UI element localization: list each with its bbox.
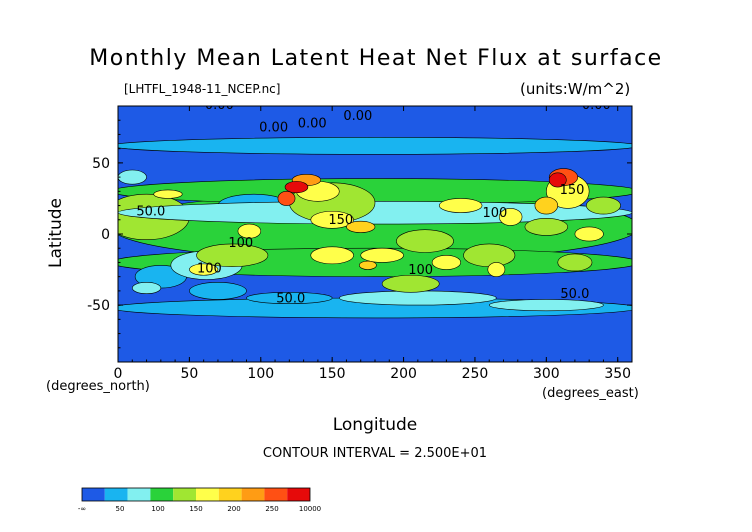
legend-swatch bbox=[104, 488, 128, 501]
legend-swatch bbox=[196, 488, 219, 501]
x-tick-label: 200 bbox=[390, 366, 417, 382]
legend-frame bbox=[81, 487, 311, 502]
legend-label: 50 bbox=[116, 505, 125, 513]
contour-band bbox=[463, 243, 516, 268]
y-tick-label: 50 bbox=[92, 156, 110, 172]
contour-band bbox=[118, 169, 147, 185]
contour-label: 0.00 bbox=[205, 98, 234, 113]
legend-label: -∞ bbox=[78, 505, 86, 513]
legend-label: 100 bbox=[151, 505, 164, 513]
contour-band bbox=[381, 274, 440, 293]
legend-swatch bbox=[241, 488, 265, 501]
contour-interval-label: CONTOUR INTERVAL = 2.500E+01 bbox=[262, 446, 488, 461]
contour-band bbox=[189, 282, 247, 300]
contour-band bbox=[118, 136, 632, 155]
x-tick-label: 250 bbox=[462, 366, 489, 382]
x-units-label: (degrees_east) bbox=[542, 386, 639, 401]
contour-label: 0.00 bbox=[582, 98, 611, 113]
legend-label: 10000 bbox=[299, 505, 321, 513]
x-tick-label: 100 bbox=[247, 366, 274, 382]
contour-label: 100 bbox=[408, 263, 433, 278]
contour-band bbox=[339, 290, 497, 306]
legend-label: 150 bbox=[189, 505, 202, 513]
contour-label: 0.00 bbox=[259, 121, 288, 136]
contour-band bbox=[284, 181, 309, 194]
contour-band bbox=[488, 299, 604, 312]
contour-band bbox=[574, 226, 604, 242]
legend-label: 200 bbox=[227, 505, 240, 513]
contour-band bbox=[438, 198, 483, 213]
contour-band bbox=[196, 243, 269, 268]
contour-band bbox=[396, 229, 454, 253]
contour-band bbox=[548, 172, 567, 188]
contour-label: 0.00 bbox=[298, 116, 327, 131]
contour-band bbox=[310, 246, 354, 265]
contour-band bbox=[487, 262, 506, 277]
y-units-label: (degrees_north) bbox=[46, 379, 150, 394]
legend-label: 250 bbox=[265, 505, 278, 513]
x-tick-label: 50 bbox=[180, 366, 198, 382]
y-tick-label: 0 bbox=[101, 227, 110, 243]
contour-band bbox=[586, 196, 621, 215]
contour-band bbox=[246, 292, 333, 304]
contour-label: 50.0 bbox=[136, 205, 165, 220]
contour-band bbox=[524, 218, 569, 236]
legend-swatch bbox=[173, 488, 196, 501]
chart-title: Monthly Mean Latent Heat Net Flux at sur… bbox=[89, 46, 663, 71]
contour-band bbox=[153, 189, 183, 199]
contour-band bbox=[237, 223, 262, 239]
contour-band bbox=[346, 220, 376, 233]
contour-label: 100 bbox=[483, 206, 508, 221]
legend-swatch bbox=[218, 488, 242, 501]
x-tick-label: 150 bbox=[319, 366, 346, 382]
file-name-label: [LHTFL_1948-11_NCEP.nc] bbox=[124, 82, 281, 96]
contour-label: 150 bbox=[560, 183, 585, 198]
legend-swatch bbox=[82, 488, 105, 501]
legend-swatch bbox=[150, 488, 174, 501]
x-axis-title: Longitude bbox=[332, 415, 418, 435]
color-legend: -∞ 50 100 150 200 250 10000 bbox=[78, 487, 321, 513]
x-tick-label: 350 bbox=[604, 366, 631, 382]
contour-label: 0.00 bbox=[343, 109, 372, 124]
map-field bbox=[118, 106, 632, 362]
contour-label: 100 bbox=[197, 261, 222, 276]
x-axis: 0 50 100 150 200 250 300 350 bbox=[114, 106, 631, 382]
x-tick-label: 0 bbox=[114, 366, 123, 382]
y-tick-label: -50 bbox=[87, 298, 110, 314]
contour-band bbox=[498, 208, 523, 226]
contour-band bbox=[358, 260, 377, 270]
contour-label: 150 bbox=[328, 213, 353, 228]
contour-label: 100 bbox=[228, 236, 253, 251]
legend-swatch bbox=[264, 488, 288, 501]
legend-swatch bbox=[127, 488, 151, 501]
contour-band bbox=[557, 253, 593, 272]
contour-label: 50.0 bbox=[276, 291, 305, 306]
contour-labels: 0.00 0.00 0.00 0.00 0.00 50.0 50.0 50.0 100 100 10… bbox=[136, 98, 611, 306]
x-tick-label: 300 bbox=[533, 366, 560, 382]
contour-band bbox=[431, 255, 461, 270]
y-axis: -50 0 50 bbox=[87, 119, 632, 349]
contour-band bbox=[534, 196, 559, 215]
contour-band bbox=[310, 210, 354, 229]
contour-band bbox=[360, 247, 404, 263]
contour-band bbox=[189, 263, 219, 276]
contour-band bbox=[131, 282, 162, 295]
units-label: (units:W/m^2) bbox=[520, 80, 631, 98]
legend-swatch bbox=[287, 488, 310, 501]
contour-label: 50.0 bbox=[560, 287, 589, 302]
contour-band bbox=[277, 191, 296, 206]
